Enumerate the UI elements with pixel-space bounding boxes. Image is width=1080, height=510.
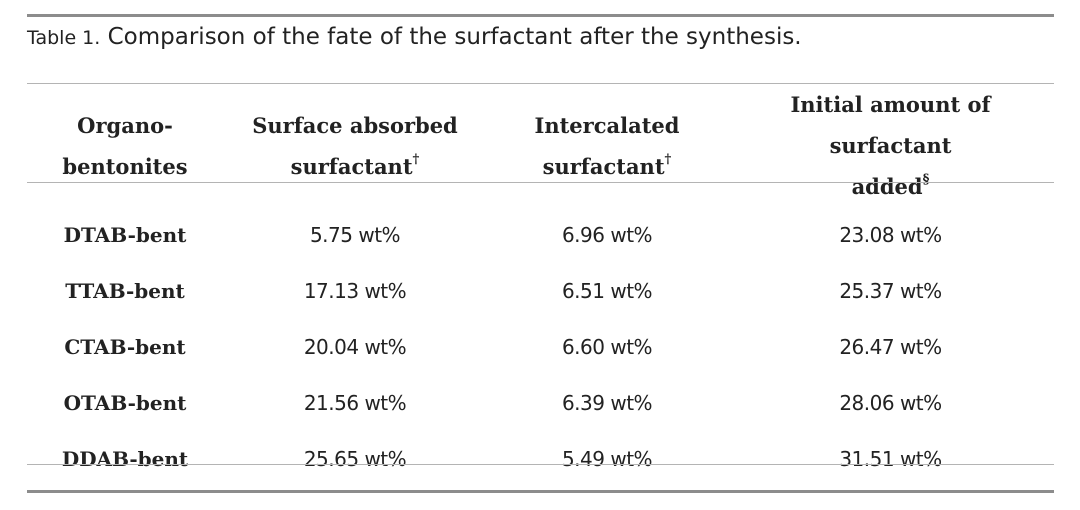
- header-line1: Initial amount of surfactant: [790, 92, 991, 158]
- cell-initial: 31.51 wt%: [839, 447, 942, 471]
- row-name: CTAB-bent: [64, 335, 186, 359]
- cell-surface: 21.56 wt%: [303, 391, 407, 415]
- header-intercalated: Intercalated surfactant†: [487, 84, 727, 207]
- cell-initial: 26.47 wt%: [839, 335, 942, 359]
- body-bottom-rule: [27, 464, 1054, 465]
- cell-intercalated: 5.49 wt%: [561, 447, 653, 471]
- cell-initial: 28.06 wt%: [839, 391, 942, 415]
- header-line2: added: [851, 174, 923, 199]
- cell-surface: 20.04 wt%: [303, 335, 407, 359]
- data-table: Organo-bentonites Surface absorbed surfac…: [27, 84, 1054, 487]
- table-caption: Table 1. Comparison of the fate of the s…: [27, 22, 802, 52]
- cell-surface: 25.65 wt%: [303, 447, 407, 471]
- header-line1: Organo-: [77, 112, 173, 138]
- header-line2: surfactant: [542, 153, 665, 179]
- top-rule: [27, 14, 1054, 17]
- header-line1: Intercalated: [534, 112, 680, 138]
- footnote-mark: §: [922, 172, 930, 187]
- table-row: CTAB-bent 20.04 wt% 6.60 wt% 26.47 wt%: [27, 319, 1054, 375]
- cell-initial: 25.37 wt%: [839, 279, 942, 303]
- row-name: TTAB-bent: [65, 279, 185, 303]
- bottom-rule: [27, 490, 1054, 493]
- cell-intercalated: 6.96 wt%: [561, 223, 653, 247]
- table-row: DTAB-bent 5.75 wt% 6.96 wt% 23.08 wt%: [27, 207, 1054, 263]
- footnote-mark: †: [664, 151, 672, 167]
- cell-initial: 23.08 wt%: [839, 223, 942, 247]
- header-bottom-rule: [27, 182, 1054, 183]
- caption-text: Comparison of the fate of the surfactant…: [100, 24, 802, 50]
- header-initial-amount: Initial amount of surfactant added§: [727, 84, 1054, 207]
- caption-label: Table 1.: [27, 27, 101, 49]
- cell-surface: 17.13 wt%: [303, 279, 407, 303]
- table-row: DDAB-bent 25.65 wt% 5.49 wt% 31.51 wt%: [27, 431, 1054, 487]
- row-name: DTAB-bent: [63, 223, 187, 247]
- row-name: OTAB-bent: [63, 391, 187, 415]
- header-top-rule: [27, 83, 1054, 84]
- cell-intercalated: 6.60 wt%: [561, 335, 653, 359]
- cell-intercalated: 6.51 wt%: [561, 279, 653, 303]
- header-row: Organo-bentonites Surface absorbed surfac…: [27, 84, 1054, 207]
- header-line2: bentonites: [62, 153, 188, 179]
- table-row: TTAB-bent 17.13 wt% 6.51 wt% 25.37 wt%: [27, 263, 1054, 319]
- row-name: DDAB-bent: [61, 447, 189, 471]
- cell-intercalated: 6.39 wt%: [561, 391, 653, 415]
- cell-surface: 5.75 wt%: [309, 223, 401, 247]
- table-row: OTAB-bent 21.56 wt% 6.39 wt% 28.06 wt%: [27, 375, 1054, 431]
- header-organo-bentonites: Organo-bentonites: [27, 84, 223, 207]
- header-line1: Surface absorbed: [252, 112, 458, 138]
- header-line2: surfactant: [290, 153, 413, 179]
- header-surface-absorbed: Surface absorbed surfactant†: [223, 84, 487, 207]
- footnote-mark: †: [412, 151, 420, 167]
